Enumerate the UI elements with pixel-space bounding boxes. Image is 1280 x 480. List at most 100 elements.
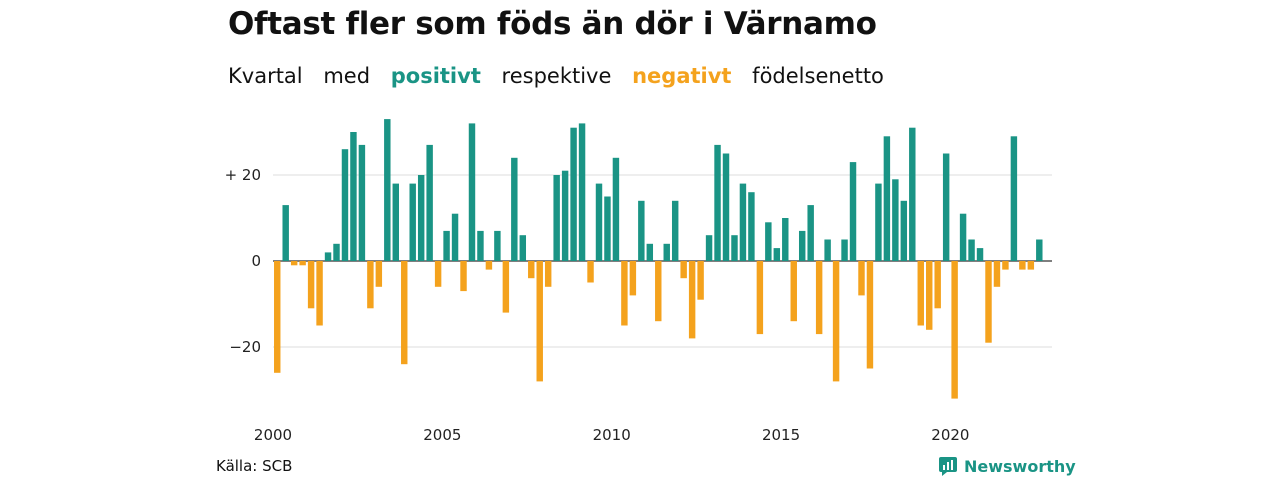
bar-positive <box>875 183 882 261</box>
bar-positive <box>773 248 781 261</box>
bar-negative <box>528 261 535 279</box>
bar-negative <box>985 261 992 343</box>
x-tick-label: 2000 <box>254 426 292 444</box>
y-tick-label: −20 <box>229 338 261 356</box>
x-tick-label: 2020 <box>931 426 969 444</box>
bar-positive <box>765 222 772 261</box>
bar-negative <box>815 261 823 335</box>
bar-positive <box>417 175 425 261</box>
x-tick-label: 2005 <box>423 426 461 444</box>
bar-positive <box>722 153 730 261</box>
bar-negative <box>858 261 865 296</box>
bar-negative <box>917 261 924 326</box>
bar-negative <box>367 261 374 309</box>
bar-negative <box>401 261 408 365</box>
bar-positive <box>570 127 577 261</box>
bar-negative <box>587 261 594 283</box>
bar-positive <box>553 175 560 261</box>
bar-positive <box>392 183 399 261</box>
bar-negative <box>544 261 552 287</box>
bar-positive <box>604 196 611 261</box>
bar-positive <box>883 136 891 261</box>
bar-positive <box>892 179 899 261</box>
bar-negative <box>993 261 1001 287</box>
bar-positive <box>824 239 831 261</box>
bar-positive <box>798 230 806 261</box>
bar-negative <box>934 261 941 309</box>
bar-positive <box>409 183 416 261</box>
bar-positive <box>1010 136 1018 261</box>
bar-positive <box>282 205 289 261</box>
bar-negative <box>1002 261 1009 270</box>
chart-title: Oftast fler som föds än dör i Värnamo <box>228 6 877 42</box>
bar-negative <box>502 261 510 313</box>
brand-logo[interactable]: Newsworthy <box>938 456 1076 476</box>
bar-negative <box>926 261 933 330</box>
bar-negative <box>655 261 662 322</box>
bar-positive <box>671 200 679 261</box>
bar-positive <box>849 162 857 261</box>
bar-positive <box>807 205 814 261</box>
bar-negative <box>290 261 298 266</box>
bar-positive <box>968 239 975 261</box>
bar-positive <box>739 183 747 261</box>
bar-positive <box>333 243 340 261</box>
bar-positive <box>443 230 450 261</box>
bar-positive <box>358 144 366 261</box>
bar-negative <box>460 261 467 292</box>
bar-positive <box>1036 239 1043 261</box>
brand-name: Newsworthy <box>964 456 1076 476</box>
chart-subtitle: Kvartal med positivt respektive negativt… <box>228 64 898 88</box>
subtitle-middle1: med <box>323 64 371 88</box>
subtitle-prefix: Kvartal <box>228 64 303 88</box>
bar-positive <box>942 153 950 261</box>
bar-positive <box>731 235 738 261</box>
x-tick-label: 2010 <box>593 426 631 444</box>
bar-positive <box>426 144 433 261</box>
bar-positive <box>511 157 518 261</box>
bar-positive <box>782 218 789 261</box>
bar-negative <box>1027 261 1035 270</box>
bar-positive <box>646 243 654 261</box>
bar-negative <box>485 261 493 270</box>
subtitle-positive-word: positivt <box>390 64 481 88</box>
bar-positive <box>561 170 569 261</box>
bar-positive <box>324 252 332 261</box>
bar-positive <box>341 149 349 261</box>
bar-positive <box>976 248 984 261</box>
bar-positive <box>909 127 916 261</box>
bar-positive <box>638 200 645 261</box>
y-tick-label: 0 <box>251 252 261 270</box>
bar-negative <box>375 261 383 287</box>
bar-positive <box>468 123 476 262</box>
subtitle-middle2: respektive <box>501 64 612 88</box>
bar-positive <box>748 192 755 261</box>
bar-negative <box>621 261 628 326</box>
bar-positive <box>705 235 713 261</box>
bar-negative <box>866 261 874 369</box>
bar-negative <box>536 261 543 382</box>
bar-negative <box>688 261 696 339</box>
bar-positive <box>959 213 967 261</box>
x-tick-label: 2015 <box>762 426 800 444</box>
bar-positive <box>841 239 848 261</box>
bar-negative <box>756 261 764 335</box>
bar-positive <box>578 123 586 262</box>
bar-negative <box>951 261 958 399</box>
bar-negative <box>316 261 323 326</box>
bar-positive <box>900 200 908 261</box>
newsworthy-icon <box>939 457 957 476</box>
bar-positive <box>519 235 527 261</box>
bar-positive <box>350 132 357 261</box>
bar-positive <box>451 213 459 261</box>
bar-positive <box>612 157 620 261</box>
bar-positive <box>494 230 501 261</box>
bar-negative <box>434 261 442 287</box>
subtitle-negative-word: negativt <box>632 64 732 88</box>
bar-negative <box>1019 261 1026 270</box>
bar-positive <box>595 183 603 261</box>
bar-positive <box>663 243 670 261</box>
bar-negative <box>680 261 687 279</box>
bar-positive <box>714 144 721 261</box>
